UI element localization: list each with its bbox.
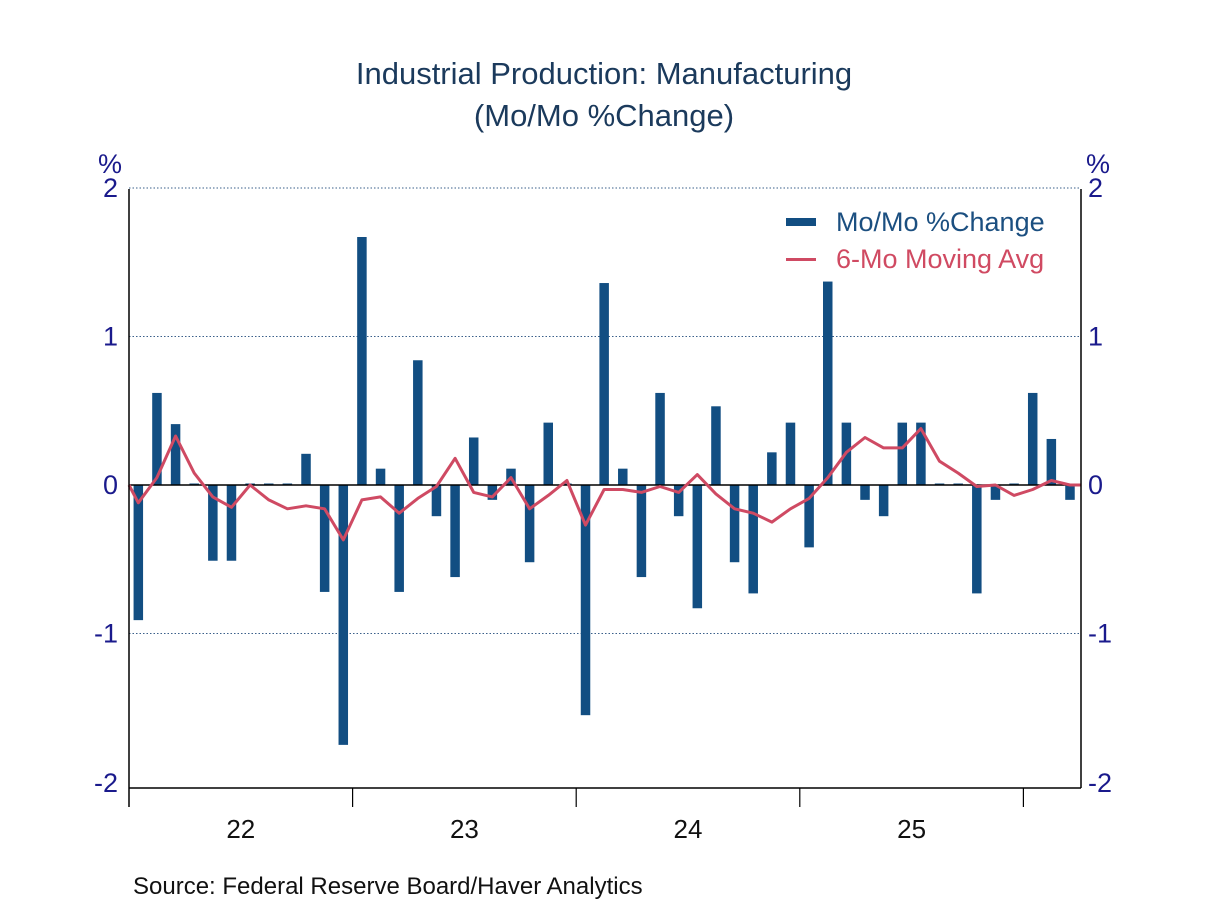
y-tick-label-left: 1: [103, 322, 118, 352]
bar: [450, 485, 460, 578]
y-tick-label-right: 0: [1088, 470, 1103, 500]
x-tick-label: 25: [897, 814, 926, 844]
bar: [431, 485, 442, 517]
y-tick-label-left: -1: [94, 619, 118, 649]
bar: [394, 485, 404, 592]
y-tick-label-right: 1: [1088, 322, 1103, 352]
bar: [1046, 438, 1057, 485]
bar: [767, 452, 777, 485]
bar: [226, 485, 237, 561]
bar: [152, 392, 162, 485]
bar: [916, 422, 926, 485]
bar: [972, 485, 982, 594]
y-tick-label-right: -1: [1088, 619, 1112, 649]
bar: [711, 406, 721, 485]
legend-label-bars: Mo/Mo %Change: [836, 207, 1045, 237]
bars-mo-mo-change: [133, 237, 1075, 745]
chart-subtitle: (Mo/Mo %Change): [474, 98, 734, 133]
bar: [785, 422, 796, 485]
bar: [468, 437, 479, 485]
bar: [1027, 392, 1038, 485]
bar: [878, 485, 889, 517]
bar: [673, 485, 684, 517]
legend-swatch-bars: [786, 218, 816, 226]
bar: [804, 485, 814, 548]
bar: [133, 485, 144, 621]
bar: [319, 485, 330, 592]
bar: [357, 237, 367, 485]
bar: [860, 485, 870, 500]
legend: Mo/Mo %Change 6-Mo Moving Avg: [786, 207, 1045, 274]
bar: [636, 485, 647, 578]
bar: [375, 468, 386, 485]
source-note: Source: Federal Reserve Board/Haver Anal…: [133, 873, 643, 900]
y-axis-unit-left: %: [98, 149, 122, 179]
bar: [990, 485, 1001, 500]
axes: [128, 189, 1082, 807]
y-tick-label-right: 2: [1088, 173, 1103, 203]
bar: [599, 283, 609, 485]
bar: [618, 468, 628, 485]
bar: [580, 485, 591, 716]
bar: [897, 422, 908, 485]
bar: [543, 422, 553, 485]
x-tick-label: 22: [226, 814, 255, 844]
y-tick-label-left: 2: [103, 173, 118, 203]
y-tick-label-left: -2: [94, 768, 118, 798]
bar: [413, 360, 423, 485]
moving-average-line-group: [127, 427, 1081, 542]
bar: [823, 281, 833, 485]
bar: [748, 485, 758, 594]
bar: [1065, 485, 1075, 500]
y-tick-labels: 2 2 1 1 0 0 -1 -1 -2 -2: [94, 173, 1112, 798]
moving-average-line: [127, 427, 1081, 542]
x-tick-label: 23: [450, 814, 479, 844]
bar: [208, 485, 218, 561]
bar: [729, 485, 740, 563]
bar: [524, 485, 535, 563]
chart-title: Industrial Production: Manufacturing: [356, 56, 852, 91]
y-tick-label-left: 0: [103, 470, 118, 500]
bar: [655, 392, 665, 485]
bar: [692, 485, 703, 609]
bar: [301, 453, 311, 485]
bar: [170, 424, 181, 485]
bar: [487, 485, 498, 500]
bar: [338, 485, 349, 745]
legend-label-line: 6-Mo Moving Avg: [836, 244, 1044, 274]
y-tick-label-right: -2: [1088, 768, 1112, 798]
x-tick-labels: 22 23 24 25: [226, 814, 926, 844]
y-axis-unit-right: %: [1086, 149, 1110, 179]
legend-swatch-line: [786, 258, 816, 261]
x-tick-label: 24: [674, 814, 703, 844]
